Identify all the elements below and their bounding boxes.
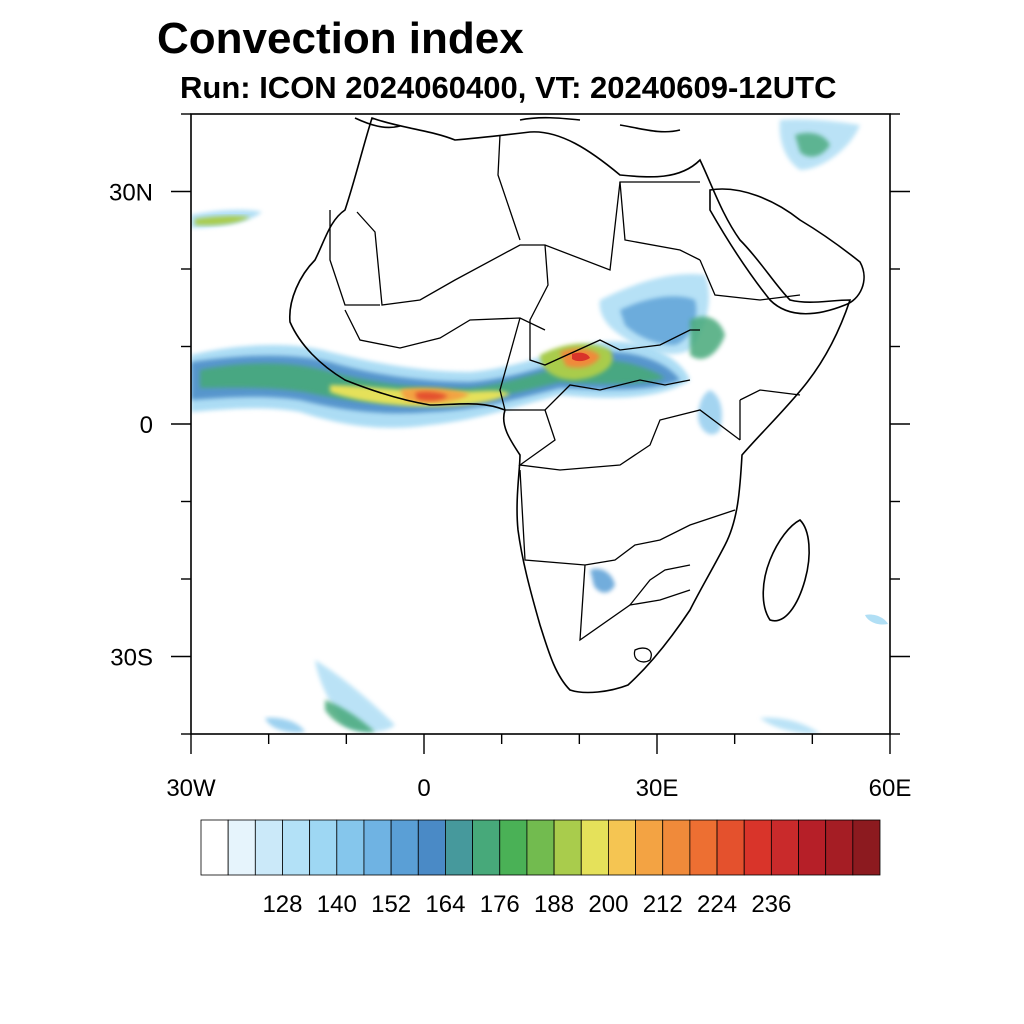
colorbar-label: 224 (697, 891, 737, 918)
lon-tick-label: 30E (636, 775, 679, 802)
lat-tick-label: 30N (109, 180, 153, 207)
colorbar-label: 128 (262, 891, 302, 918)
colorbar-label: 212 (643, 891, 683, 918)
colorbar-swatch (662, 819, 691, 876)
colorbar-labels: 128 140 152 164 176 188 200 212 224 236 (262, 891, 791, 918)
colorbar-swatch (200, 819, 229, 876)
lon-tick-label: 30W (166, 775, 216, 802)
axis-tick-labels: 30W 0 30E 60E 30N 0 30S (109, 180, 911, 803)
colorbar-label: 188 (534, 891, 574, 918)
convection-field (191, 119, 888, 734)
colorbar-label: 200 (588, 891, 628, 918)
colorbar-swatch (825, 819, 854, 876)
colorbar-swatch (282, 819, 311, 876)
lon-tick-label: 0 (417, 775, 430, 802)
colorbar-swatch (227, 819, 256, 876)
lat-tick-label: 0 (140, 412, 153, 439)
lat-tick-label: 30S (110, 645, 153, 672)
colorbar-swatch (417, 819, 446, 876)
colorbar-swatch (716, 819, 745, 876)
map-title: Convection index (157, 14, 524, 63)
map-frame (190, 113, 891, 735)
colorbar-swatch (580, 819, 609, 876)
colorbar-label: 164 (425, 891, 465, 918)
colorbar-swatch (689, 819, 718, 876)
colorbar (200, 819, 881, 876)
mediterranean-north (354, 116, 681, 133)
colorbar-swatch (743, 819, 772, 876)
axis-ticks (171, 113, 910, 754)
madagascar-coastline (762, 519, 810, 622)
colorbar-swatch (390, 819, 419, 876)
colorbar-swatch (472, 819, 501, 876)
colorbar-swatch (770, 819, 799, 876)
lon-tick-label: 60E (869, 775, 912, 802)
colorbar-swatch (309, 819, 338, 876)
country-borders (329, 134, 801, 663)
colorbar-swatch (363, 819, 392, 876)
colorbar-swatch (553, 819, 582, 876)
colorbar-label: 236 (751, 891, 791, 918)
arabian-peninsula (709, 188, 865, 315)
colorbar-swatch (608, 819, 636, 876)
map-subtitle: Run: ICON 2024060400, VT: 20240609-12UTC (180, 70, 837, 105)
colorbar-swatch (635, 819, 664, 876)
colorbar-swatch (254, 819, 283, 876)
colorbar-label: 152 (371, 891, 411, 918)
colorbar-swatch (852, 819, 881, 876)
colorbar-swatch (499, 819, 528, 876)
colorbar-swatch (445, 819, 474, 876)
colorbar-swatch (526, 819, 555, 876)
colorbar-label: 140 (317, 891, 357, 918)
coastlines-and-borders (289, 116, 865, 694)
africa-coastline (289, 116, 852, 694)
colorbar-swatch (336, 819, 365, 876)
colorbar-label: 176 (480, 891, 520, 918)
colorbar-swatch (798, 819, 827, 876)
